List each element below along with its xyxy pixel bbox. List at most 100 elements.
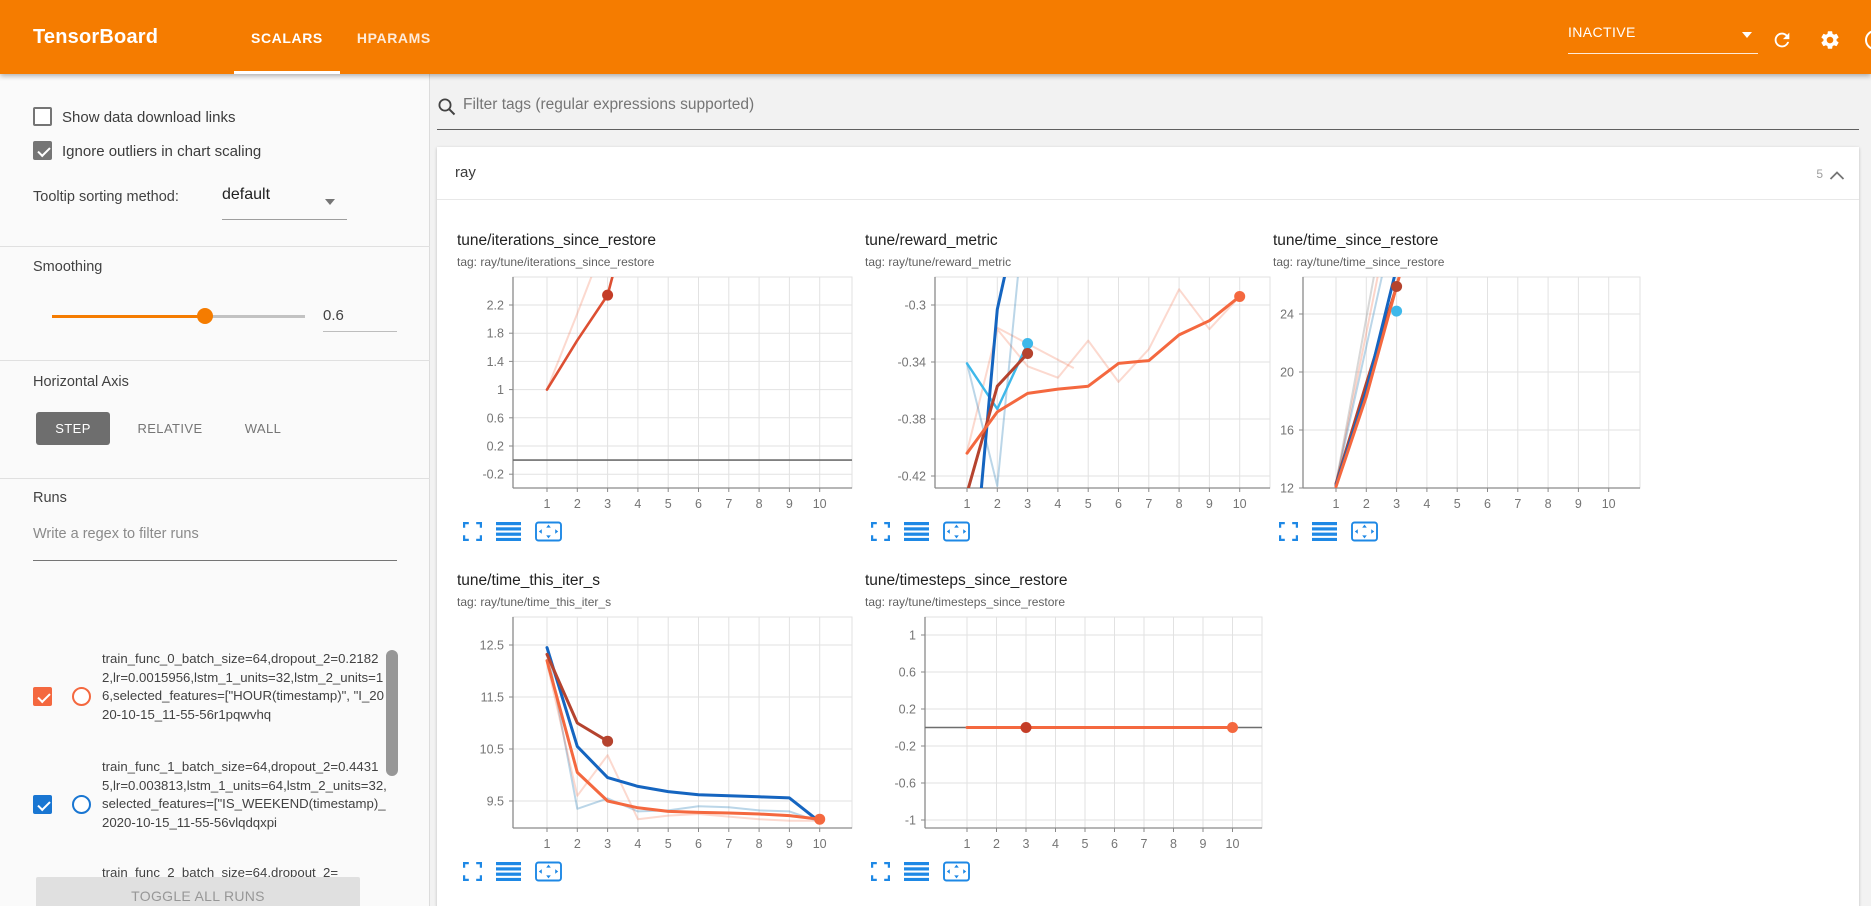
toggle-all-runs-button[interactable]: TOGGLE ALL RUNS bbox=[36, 877, 360, 906]
ray-tag-group-card: ray 5 tune/iterations_since_restore tag:… bbox=[437, 147, 1859, 906]
chart-toolbar bbox=[463, 861, 562, 882]
axis-relative-button[interactable]: RELATIVE bbox=[137, 421, 203, 436]
run-0-checkbox[interactable] bbox=[33, 687, 52, 706]
svg-text:8: 8 bbox=[1545, 497, 1552, 511]
data-table-icon[interactable] bbox=[496, 522, 521, 541]
tag-filter-input[interactable] bbox=[463, 96, 1843, 114]
chart-reward-metric: tune/reward_metric tag: ray/tune/reward_… bbox=[845, 218, 1275, 558]
chart-plot-area[interactable]: 1 2 3 4 5 6 7 8 9 10 2.2 1.8 1.4 1 0.6 0.2 -0.2 bbox=[437, 270, 867, 520]
group-name: ray bbox=[455, 164, 476, 181]
data-table-icon[interactable] bbox=[904, 522, 929, 541]
fit-domain-icon[interactable] bbox=[535, 861, 562, 882]
svg-text:2: 2 bbox=[574, 497, 581, 511]
show-data-download-links-checkbox[interactable] bbox=[33, 107, 52, 126]
chart-toolbar bbox=[463, 521, 562, 542]
chart-title: tune/time_this_iter_s bbox=[457, 572, 601, 589]
svg-text:2: 2 bbox=[993, 837, 1000, 851]
chart-toolbar bbox=[1279, 521, 1378, 542]
chevron-down-icon[interactable] bbox=[325, 199, 335, 205]
fit-domain-icon[interactable] bbox=[535, 521, 562, 542]
refresh-icon[interactable] bbox=[1771, 29, 1793, 56]
svg-text:1: 1 bbox=[964, 497, 971, 511]
chart-plot-area[interactable]: 1 2 3 4 5 6 7 8 9 10 12.5 11.5 10.5 9.5 bbox=[437, 610, 867, 860]
chart-title: tune/time_since_restore bbox=[1273, 232, 1439, 249]
fit-domain-icon[interactable] bbox=[943, 861, 970, 882]
chart-time-since-restore: tune/time_since_restore tag: ray/tune/ti… bbox=[1253, 218, 1683, 558]
ignore-outliers-checkbox[interactable] bbox=[33, 141, 52, 160]
svg-text:4: 4 bbox=[1052, 837, 1059, 851]
smoothing-value-underline bbox=[323, 331, 397, 332]
ray-group-header[interactable]: ray 5 bbox=[437, 147, 1859, 200]
ignore-outliers-label: Ignore outliers in chart scaling bbox=[62, 143, 262, 160]
fit-domain-icon[interactable] bbox=[943, 521, 970, 542]
chart-tag: tag: ray/tune/iterations_since_restore bbox=[457, 255, 655, 269]
smoothing-slider[interactable] bbox=[52, 315, 305, 318]
top-tabs: SCALARS HPARAMS bbox=[234, 0, 448, 74]
chevron-down-icon bbox=[1742, 32, 1752, 38]
tab-hparams[interactable]: HPARAMS bbox=[356, 30, 431, 46]
svg-text:2: 2 bbox=[574, 837, 581, 851]
axis-wall-button[interactable]: WALL bbox=[244, 421, 282, 436]
app-title: TensorBoard bbox=[33, 26, 159, 48]
svg-text:-0.38: -0.38 bbox=[898, 413, 927, 427]
expand-chart-icon[interactable] bbox=[463, 522, 482, 541]
svg-text:2: 2 bbox=[994, 497, 1001, 511]
group-chart-count: 5 bbox=[1816, 167, 1823, 181]
run-2-name: train_func_2_batch_size=64,dropout_2= bbox=[102, 865, 339, 877]
svg-text:0.6: 0.6 bbox=[899, 666, 916, 680]
run-1-checkbox[interactable] bbox=[33, 795, 52, 814]
svg-text:8: 8 bbox=[1170, 837, 1177, 851]
chart-plot-area[interactable]: 1 2 3 4 5 6 7 8 9 10 24 20 16 12 bbox=[1253, 270, 1683, 520]
svg-text:8: 8 bbox=[1176, 497, 1183, 511]
svg-text:4: 4 bbox=[1054, 497, 1061, 511]
run-0-isolate-radio[interactable] bbox=[72, 687, 91, 706]
expand-chart-icon[interactable] bbox=[1279, 522, 1298, 541]
tooltip-sorting-label: Tooltip sorting method: bbox=[33, 189, 179, 205]
fit-domain-icon[interactable] bbox=[1351, 521, 1378, 542]
tooltip-sorting-underline bbox=[222, 219, 347, 220]
run-0-name: train_func_0_batch_size=64,dropout_2=0.2… bbox=[102, 651, 384, 722]
chevron-up-icon[interactable] bbox=[1829, 168, 1845, 186]
smoothing-slider-fill bbox=[52, 315, 205, 318]
tab-scalars[interactable]: SCALARS bbox=[234, 0, 340, 74]
smoothing-slider-thumb[interactable] bbox=[197, 308, 213, 324]
svg-text:1: 1 bbox=[544, 497, 551, 511]
svg-text:20: 20 bbox=[1280, 366, 1294, 380]
runs-scrollbar[interactable] bbox=[386, 650, 398, 776]
svg-text:6: 6 bbox=[1484, 497, 1491, 511]
help-icon[interactable] bbox=[1864, 29, 1871, 56]
runs-regex-input[interactable] bbox=[33, 526, 383, 542]
svg-text:6: 6 bbox=[695, 497, 702, 511]
tooltip-sorting-dropdown[interactable]: default bbox=[222, 186, 271, 203]
svg-text:0.2: 0.2 bbox=[899, 703, 916, 717]
data-table-icon[interactable] bbox=[496, 862, 521, 881]
svg-text:3: 3 bbox=[604, 497, 611, 511]
svg-text:10: 10 bbox=[813, 837, 827, 851]
svg-text:5: 5 bbox=[1085, 497, 1092, 511]
svg-text:9: 9 bbox=[1575, 497, 1582, 511]
run-1-isolate-radio[interactable] bbox=[72, 795, 91, 814]
data-table-icon[interactable] bbox=[904, 862, 929, 881]
chart-tag: tag: ray/tune/time_this_iter_s bbox=[457, 595, 612, 609]
svg-text:9: 9 bbox=[1200, 837, 1207, 851]
svg-text:-0.6: -0.6 bbox=[894, 777, 916, 791]
svg-text:6: 6 bbox=[695, 837, 702, 851]
svg-text:9: 9 bbox=[786, 497, 793, 511]
svg-text:10: 10 bbox=[1602, 497, 1616, 511]
chart-plot-area[interactable]: 1 2 3 4 5 6 7 8 9 10 -0.3 -0.34 -0.38 -0.42 bbox=[845, 270, 1275, 520]
svg-text:6: 6 bbox=[1111, 837, 1118, 851]
chart-toolbar bbox=[871, 521, 970, 542]
chart-tag: tag: ray/tune/timesteps_since_restore bbox=[865, 595, 1066, 609]
expand-chart-icon[interactable] bbox=[463, 862, 482, 881]
expand-chart-icon[interactable] bbox=[871, 522, 890, 541]
chart-plot-area[interactable]: 1 2 3 4 5 6 7 8 9 10 1 0.6 0.2 -0.2 -0.6 -1 bbox=[845, 610, 1275, 860]
expand-chart-icon[interactable] bbox=[871, 862, 890, 881]
axis-step-button[interactable]: STEP bbox=[36, 412, 110, 445]
svg-text:9.5: 9.5 bbox=[487, 795, 504, 809]
settings-gear-icon[interactable] bbox=[1819, 29, 1841, 56]
chart-toolbar bbox=[871, 861, 970, 882]
svg-text:7: 7 bbox=[725, 837, 732, 851]
svg-text:1: 1 bbox=[909, 629, 916, 643]
data-table-icon[interactable] bbox=[1312, 522, 1337, 541]
run-status-dropdown[interactable]: INACTIVE bbox=[1568, 24, 1758, 54]
